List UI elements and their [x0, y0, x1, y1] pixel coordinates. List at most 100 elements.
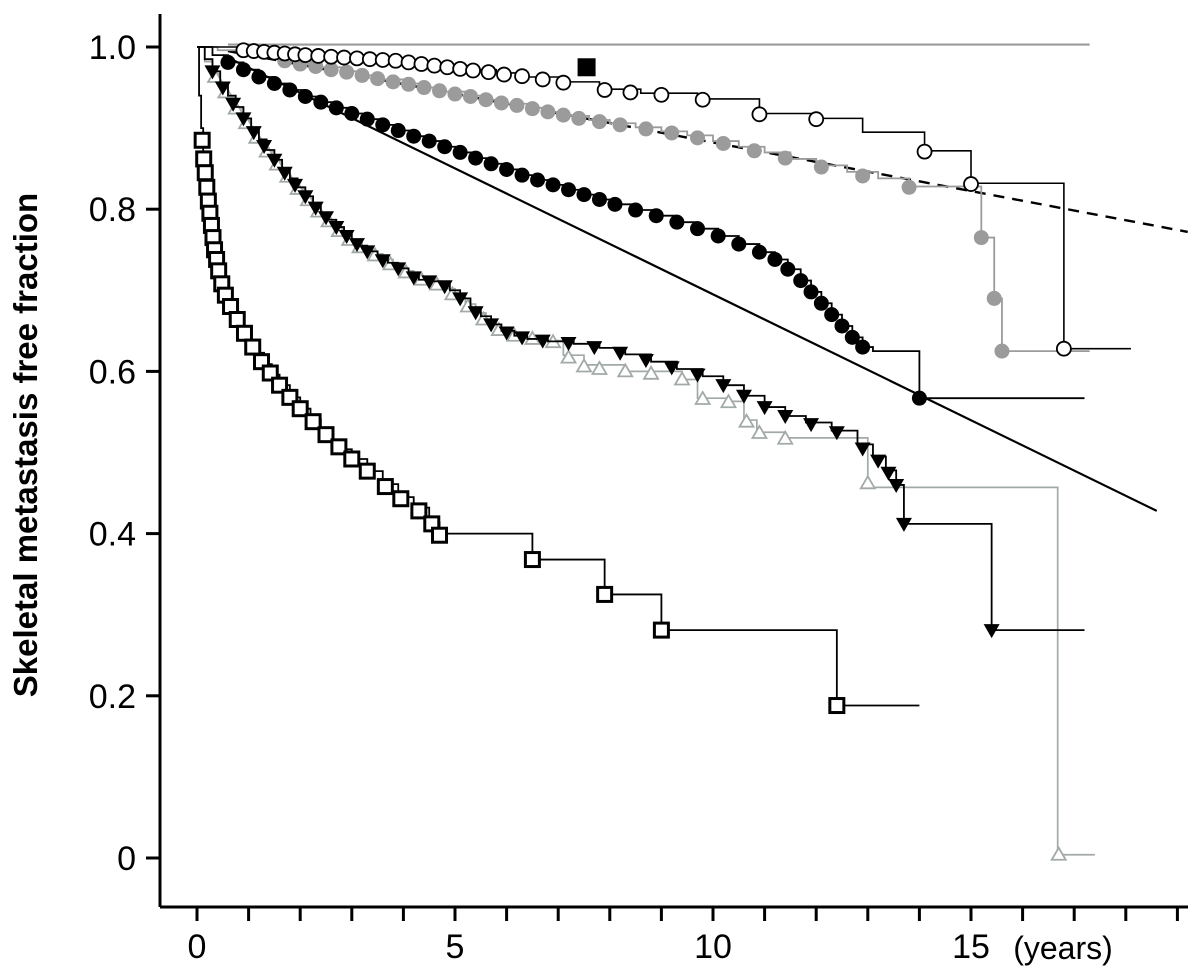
black-triangle-down-marker	[663, 361, 680, 376]
open-circle-marker	[534, 71, 551, 88]
black-circle-marker	[813, 295, 829, 311]
black-triangle-down-marker	[204, 65, 221, 80]
open-square-marker	[195, 150, 213, 168]
black-triangle-down-marker	[735, 389, 752, 404]
black-circle-marker	[297, 88, 313, 104]
black-circle-marker	[468, 150, 484, 166]
open-circle-marker	[336, 49, 352, 66]
gray-open-triangle-marker	[694, 390, 712, 405]
open-square-marker	[198, 178, 216, 196]
gray-circle-marker	[478, 92, 494, 108]
open-square-marker	[410, 502, 428, 520]
black-circle-marker	[710, 228, 726, 244]
black-circle-marker	[359, 111, 375, 127]
y-tick-label: 0.8	[89, 191, 136, 229]
y-tick-label: 0.4	[89, 516, 136, 554]
black-triangle-down-marker	[421, 275, 438, 290]
black-triangle-down-marker	[338, 229, 355, 244]
black-triangle-down-marker	[895, 517, 912, 532]
gray-circle-marker	[555, 107, 571, 123]
gray-circle-marker	[986, 290, 1002, 306]
black-circle-marker	[767, 251, 783, 267]
black-circle-marker	[780, 261, 796, 277]
open-circle-marker	[297, 47, 314, 64]
black-triangle-down-marker	[276, 166, 293, 181]
open-circle-marker	[555, 74, 572, 91]
open-squares-group	[197, 46, 920, 707]
black-triangle-down-marker	[374, 254, 391, 269]
gray-circle-marker	[540, 104, 556, 120]
black-triangle-down-marker	[436, 280, 453, 295]
gray-open-triangle-marker	[1050, 845, 1068, 861]
open-circle-marker	[400, 54, 417, 71]
black-triangle-down-marker	[715, 379, 732, 394]
black-triangle-down-marker	[689, 368, 706, 383]
gray-circle-marker	[323, 62, 339, 78]
black-circle-marker	[824, 307, 840, 323]
open-circle-marker	[349, 50, 365, 67]
gray-circle-marker	[855, 168, 871, 184]
gray-circle-marker	[591, 114, 607, 130]
open-circle-marker	[387, 52, 404, 69]
open-square-marker	[376, 478, 394, 496]
black-circle-marker	[545, 177, 561, 193]
open-square-marker	[271, 376, 289, 394]
black-circle-marker	[561, 182, 577, 198]
black-square-marker	[577, 58, 596, 77]
open-square-marker	[652, 621, 670, 639]
black-triangle-down-marker	[235, 112, 252, 127]
gray-circle-marker	[401, 76, 417, 92]
black-circle-marker	[844, 329, 860, 345]
black-triangle-down-marker	[297, 190, 314, 205]
gray-circle-marker	[416, 80, 432, 96]
open-square-marker	[291, 400, 309, 418]
open-circle-marker	[465, 62, 481, 79]
open-square-marker	[330, 438, 348, 456]
gray-open-triangle-marker	[559, 348, 578, 364]
black-circle-marker	[648, 208, 664, 224]
open-square-marker	[196, 164, 214, 182]
gray-circle-marker	[385, 74, 401, 90]
black-circle-marker	[266, 75, 282, 91]
gray-circle-marker	[370, 71, 386, 87]
x-tick-label: 15	[952, 928, 990, 966]
black-circle-marker	[282, 82, 298, 98]
black-circle-marker	[421, 133, 437, 149]
y-tick-label: 0.6	[89, 353, 136, 391]
gray-circle-marker	[571, 110, 587, 126]
black-triangle-down-marker	[225, 97, 242, 112]
open-circle-marker	[751, 106, 768, 123]
open-circle-marker	[916, 143, 933, 160]
open-circle-marker	[963, 176, 979, 192]
gray-open-triangle-marker	[616, 362, 634, 378]
black-circle-marker	[690, 221, 706, 237]
open-circle-marker	[310, 48, 327, 64]
black-circle-marker	[514, 167, 530, 183]
open-circle-marker	[653, 86, 670, 103]
black-circle-marker	[313, 94, 329, 110]
gray-circle-marker	[509, 97, 525, 113]
black-triangle-down-marker	[214, 81, 231, 96]
open-square-marker	[193, 131, 211, 149]
gray-open-triangle-marker	[750, 424, 769, 439]
black-circle-marker	[375, 117, 391, 133]
black-circle-marker	[834, 318, 850, 334]
black-triangle-down-marker	[390, 262, 407, 277]
open-square-marker	[228, 310, 246, 328]
open-square-marker	[392, 490, 410, 508]
black-triangle-down-marker	[307, 201, 324, 216]
gray-circle-marker	[664, 125, 680, 141]
black-triangle-down-marker	[266, 153, 283, 168]
black-circle-marker	[390, 123, 406, 139]
black-circle-marker	[803, 284, 819, 300]
gray-circle-marker	[813, 159, 829, 175]
open-square-marker	[431, 526, 449, 544]
black-circle-marker	[220, 54, 236, 70]
open-circle-marker	[496, 66, 512, 83]
black-triangle-down-marker	[586, 341, 603, 356]
gray-open-triangle-marker	[719, 393, 738, 409]
x-tick-label: 10	[694, 928, 732, 966]
open-circle-marker	[596, 82, 613, 98]
